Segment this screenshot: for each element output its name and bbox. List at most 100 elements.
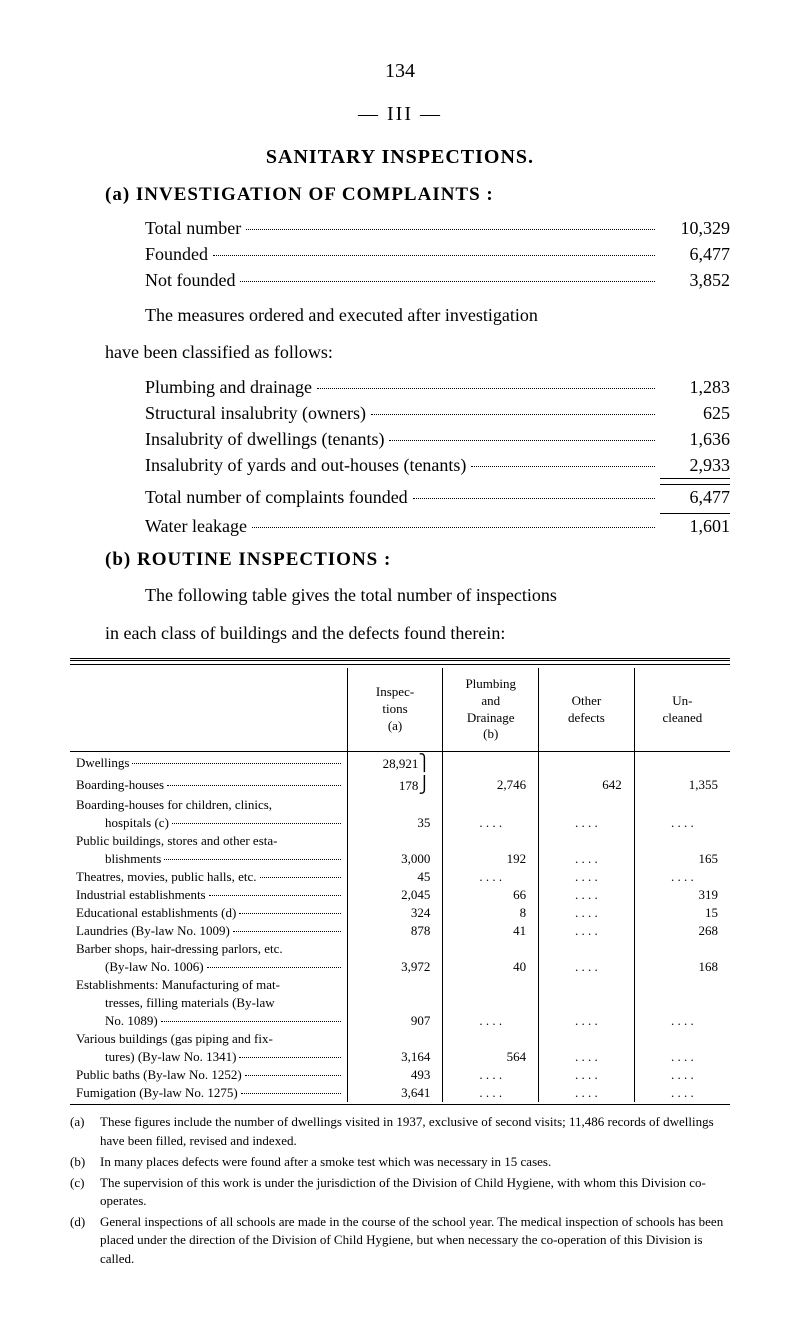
- table-cell: . . . .: [539, 958, 635, 976]
- table-row: Boarding-houses178⎭2,7466421,355: [70, 774, 730, 796]
- list-item: Founded6,477: [145, 244, 730, 265]
- table-cell: 168: [634, 958, 730, 976]
- table-cell: . . . .: [539, 814, 635, 832]
- table-cell: . . . .: [539, 850, 635, 868]
- list-label: Total number of complaints founded: [145, 487, 408, 508]
- table-cell: 324: [347, 904, 443, 922]
- subsection-b-marker: (b): [105, 549, 131, 570]
- table-row: Public buildings, stores and other esta-: [70, 832, 730, 850]
- table-cell: . . . .: [634, 1084, 730, 1102]
- table-cell: [634, 1030, 730, 1048]
- table-cell: 3,000: [347, 850, 443, 868]
- footnote-marker: (b): [70, 1153, 100, 1171]
- inspections-table: Inspec-tions(a)PlumbingandDrainage(b)Oth…: [70, 668, 730, 1103]
- table-cell: [443, 752, 539, 774]
- list-item: Total number of complaints founded6,477: [145, 484, 730, 508]
- row-label-cell: tresses, filling materials (By-law: [70, 994, 347, 1012]
- list-item: Insalubrity of yards and out-houses (ten…: [145, 455, 730, 479]
- table-cell: 2,746: [443, 774, 539, 796]
- table-cell: [539, 832, 635, 850]
- subsection-a-paragraph: The measures ordered and executed after …: [105, 303, 730, 328]
- table-cell: 40: [443, 958, 539, 976]
- list-label: Water leakage: [145, 516, 247, 537]
- table-cell: . . . .: [443, 1012, 539, 1030]
- list-label: Total number: [145, 218, 241, 239]
- table-cell: . . . .: [634, 1066, 730, 1084]
- table-cell: 28,921⎫: [347, 752, 443, 774]
- table-cell: [634, 832, 730, 850]
- row-label-cell: Establishments: Manufacturing of mat-: [70, 976, 347, 994]
- subsection-b-title: (b) ROUTINE INSPECTIONS :: [105, 549, 730, 571]
- table-bottom-rule: [70, 1104, 730, 1105]
- table-row: Industrial establishments2,04566. . . .3…: [70, 886, 730, 904]
- table-cell: . . . .: [443, 1066, 539, 1084]
- table-row: Educational establishments (d)3248. . . …: [70, 904, 730, 922]
- table-cell: 493: [347, 1066, 443, 1084]
- table-row: tresses, filling materials (By-law: [70, 994, 730, 1012]
- table-row: Laundries (By-law No. 1009)87841. . . .2…: [70, 922, 730, 940]
- table-cell: [539, 1030, 635, 1048]
- table-cell: . . . .: [539, 1048, 635, 1066]
- list-value: 2,933: [660, 455, 730, 479]
- table-cell: [443, 940, 539, 958]
- table-cell: [539, 994, 635, 1012]
- list-value: 1,601: [660, 513, 730, 537]
- table-cell: 35: [347, 814, 443, 832]
- table-row: Fumigation (By-law No. 1275)3,641 . . . .…: [70, 1084, 730, 1102]
- table-cell: . . . .: [634, 814, 730, 832]
- table-cell: . . . .: [539, 922, 635, 940]
- list-value: 625: [660, 403, 730, 424]
- table-cell: . . . .: [539, 1012, 635, 1030]
- row-label-cell: Various buildings (gas piping and fix-: [70, 1030, 347, 1048]
- list-label: Plumbing and drainage: [145, 377, 312, 398]
- row-label-cell: No. 1089): [70, 1012, 347, 1030]
- table-cell: 15: [634, 904, 730, 922]
- table-cell: [347, 832, 443, 850]
- table-cell: 3,164: [347, 1048, 443, 1066]
- list-item: Water leakage 1,601: [145, 513, 730, 537]
- table-cell: . . . .: [539, 1084, 635, 1102]
- table-cell: 3,641: [347, 1084, 443, 1102]
- table-row: Boarding-houses for children, clinics,: [70, 796, 730, 814]
- row-label-cell: Fumigation (By-law No. 1275): [70, 1084, 347, 1102]
- row-label-cell: Public buildings, stores and other esta-: [70, 832, 347, 850]
- row-label-cell: (By-law No. 1006): [70, 958, 347, 976]
- table-row: Dwellings28,921⎫: [70, 752, 730, 774]
- table-cell: 8: [443, 904, 539, 922]
- list-item: Total number 10,329: [145, 218, 730, 239]
- table-cell: 878: [347, 922, 443, 940]
- footnote-text: The supervision of this work is under th…: [100, 1174, 730, 1210]
- table-cell: . . . .: [539, 904, 635, 922]
- row-label-cell: Boarding-houses for children, clinics,: [70, 796, 347, 814]
- footnote: (c)The supervision of this work is under…: [70, 1174, 730, 1210]
- list-label: Insalubrity of dwellings (tenants): [145, 429, 384, 450]
- list-value: 10,329: [660, 218, 730, 239]
- footnote-marker: (a): [70, 1113, 100, 1149]
- table-row: blishments3,000192. . . .165: [70, 850, 730, 868]
- row-label-cell: hospitals (c): [70, 814, 347, 832]
- row-label-cell: Dwellings: [70, 752, 347, 774]
- list-label: Founded: [145, 244, 208, 265]
- row-label-cell: Industrial establishments: [70, 886, 347, 904]
- footnote-text: These figures include the number of dwel…: [100, 1113, 730, 1149]
- subsection-a-heading: INVESTIGATION OF COMPLAINTS :: [136, 184, 494, 205]
- list-item: Structural insalubrity (owners) 625: [145, 403, 730, 424]
- row-label-cell: Theatres, movies, public halls, etc.: [70, 868, 347, 886]
- main-title: SANITARY INSPECTIONS.: [70, 146, 730, 169]
- table-cell: 178⎭: [347, 774, 443, 796]
- table-cell: [539, 976, 635, 994]
- table-cell: [634, 994, 730, 1012]
- footnote: (b)In many places defects were found aft…: [70, 1153, 730, 1171]
- footnotes: (a)These figures include the number of d…: [70, 1113, 730, 1268]
- list-label: Structural insalubrity (owners): [145, 403, 366, 424]
- table-cell: [634, 752, 730, 774]
- table-row: Establishments: Manufacturing of mat-: [70, 976, 730, 994]
- section-number: — III —: [70, 103, 730, 126]
- table-row: hospitals (c)35. . . .. . . .. . . .: [70, 814, 730, 832]
- table-cell: [539, 940, 635, 958]
- table-cell: . . . .: [634, 1048, 730, 1066]
- table-row: Public baths (By-law No. 1252)493. . . .…: [70, 1066, 730, 1084]
- footnote-marker: (d): [70, 1213, 100, 1268]
- subsection-b-paragraph: The following table gives the total numb…: [105, 583, 730, 608]
- list-item: Not founded3,852: [145, 270, 730, 291]
